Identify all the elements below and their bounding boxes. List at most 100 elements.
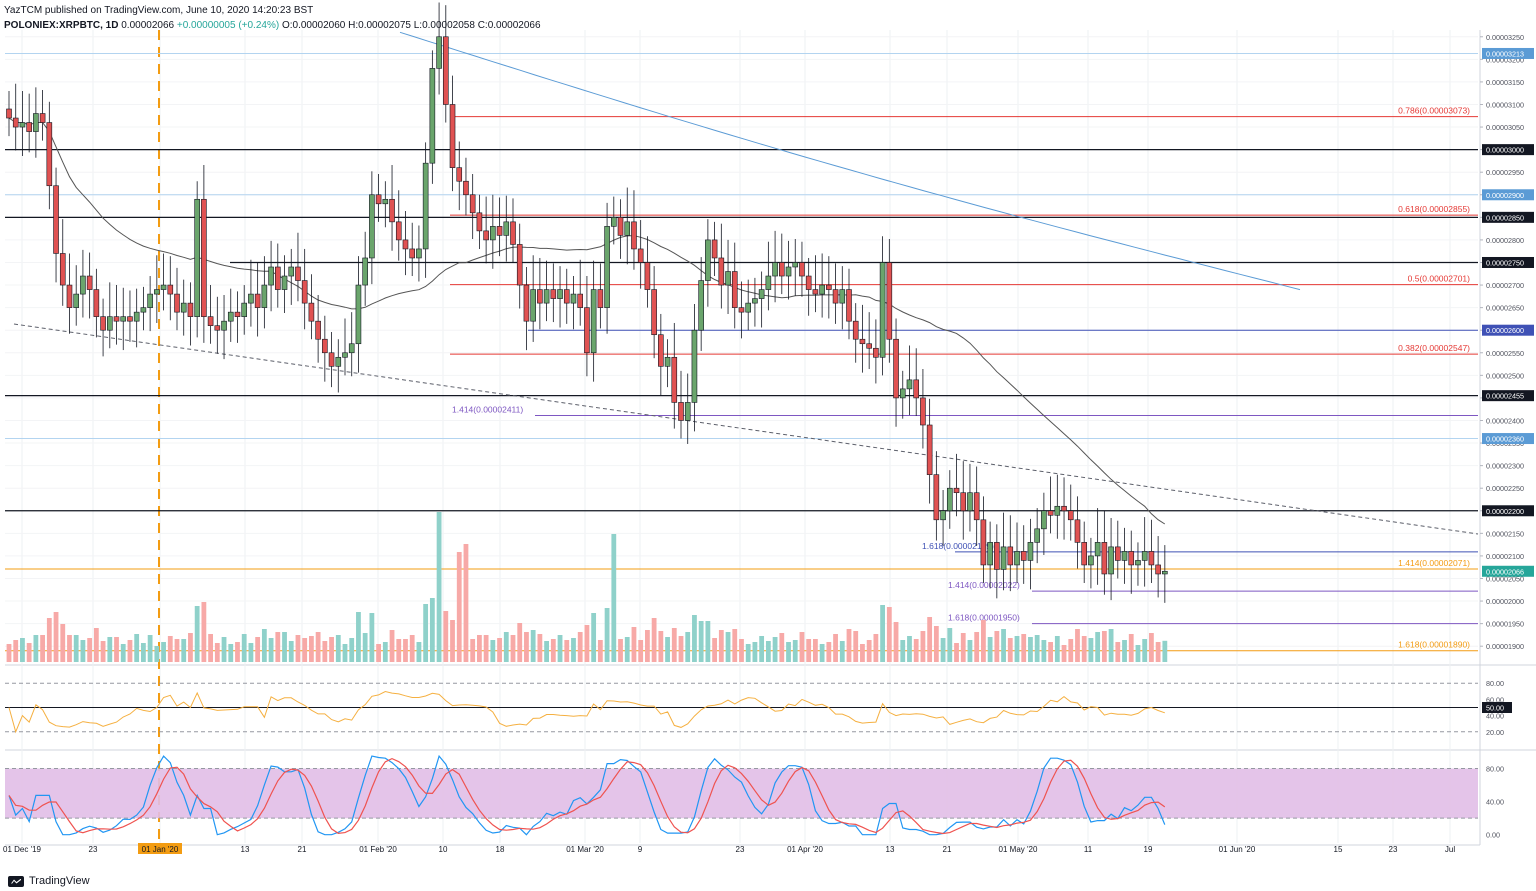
- price-axis-badge-label: 0.00002455: [1486, 392, 1524, 401]
- x-tick-label: 19: [1144, 845, 1153, 854]
- volume-bar: [1135, 645, 1141, 662]
- candle-body: [133, 311, 140, 322]
- x-tick-label: 11: [1084, 845, 1093, 854]
- candle-body: [516, 244, 523, 286]
- candle-body: [550, 289, 557, 299]
- candle-body: [19, 122, 26, 128]
- volume-bar: [819, 644, 825, 662]
- candle-body: [140, 307, 147, 313]
- volume-bars: [6, 512, 1168, 662]
- candle: [201, 164, 207, 343]
- candle: [490, 194, 496, 269]
- volume-bar: [436, 512, 442, 662]
- candle-body: [463, 180, 469, 196]
- price-axis-badge-label: 0.00002200: [1486, 507, 1524, 516]
- volume-bar: [1007, 638, 1013, 662]
- candle: [1115, 520, 1121, 579]
- price-axis-badge: [1482, 189, 1534, 201]
- volume-bar: [846, 629, 852, 662]
- candle-body: [826, 284, 832, 290]
- candle: [1047, 476, 1054, 534]
- candle-body: [778, 262, 785, 277]
- candle: [711, 221, 718, 277]
- candle: [826, 256, 832, 319]
- candle-body: [718, 257, 725, 286]
- y-tick-label: 0.00002300: [1486, 462, 1524, 471]
- volume-bar: [839, 641, 845, 662]
- candle: [873, 319, 879, 384]
- volume-bar: [1041, 640, 1047, 662]
- volume-bar: [1088, 638, 1094, 662]
- candle: [442, 5, 449, 123]
- candle-body: [496, 226, 503, 236]
- candle-body: [926, 424, 933, 475]
- candle: [207, 285, 214, 344]
- candle: [295, 232, 301, 302]
- volume-bar: [1081, 636, 1087, 662]
- volume-bar: [1122, 640, 1127, 662]
- volume-bar: [46, 618, 52, 662]
- y-tick-label: 0.00002950: [1486, 168, 1524, 177]
- candle-body: [1148, 551, 1155, 566]
- candle-body: [752, 298, 758, 304]
- volume-bar: [1028, 637, 1033, 662]
- candle: [221, 294, 227, 360]
- volume-bar: [813, 639, 818, 662]
- candle: [906, 345, 913, 416]
- volume-bar: [658, 631, 664, 662]
- candle: [19, 90, 26, 156]
- candle-body: [1027, 542, 1034, 561]
- y-tick-label: 0.00002050: [1486, 574, 1524, 583]
- volume-bar: [1075, 629, 1080, 662]
- candle-body: [1155, 564, 1161, 575]
- candle-body: [631, 221, 637, 250]
- candle-body: [799, 262, 805, 277]
- candle-body: [859, 338, 866, 345]
- candle-body: [422, 162, 429, 250]
- volume-bar: [362, 633, 368, 662]
- candle: [745, 279, 752, 331]
- candle-body: [819, 284, 825, 295]
- candle: [1054, 474, 1061, 539]
- candle-body: [738, 307, 745, 313]
- volume-bar: [765, 641, 771, 662]
- volume-bar: [900, 640, 906, 662]
- volume-bar: [940, 638, 946, 662]
- rsi-line: [8, 690, 1165, 734]
- volume-bar: [557, 635, 563, 662]
- volume-bar: [1115, 642, 1121, 662]
- volume-bar: [477, 635, 482, 662]
- volume-bar: [799, 632, 805, 662]
- volume-bar: [893, 622, 899, 662]
- candle: [651, 266, 657, 359]
- candle-body: [1128, 551, 1135, 566]
- candle: [765, 241, 772, 311]
- candle: [563, 268, 570, 324]
- volume-bar: [866, 640, 872, 662]
- tradingview-footer: TradingView: [8, 875, 90, 887]
- candle-body: [221, 320, 227, 331]
- volume-bar: [268, 638, 274, 662]
- volume-bar: [712, 638, 717, 662]
- rsi-badge: [1482, 702, 1512, 713]
- x-tick-label: 01 May '20: [999, 845, 1038, 854]
- candle: [617, 199, 624, 259]
- candle-body: [994, 542, 1000, 570]
- candle-body: [248, 293, 254, 304]
- candle-body: [772, 262, 778, 277]
- volume-bar: [597, 640, 603, 662]
- candle-body: [758, 289, 765, 299]
- candle: [510, 198, 516, 263]
- y-tick-label: 0.00002000: [1486, 597, 1524, 606]
- volume-bar: [87, 638, 93, 662]
- candle: [543, 260, 550, 322]
- x-tick-highlight: [138, 843, 182, 854]
- candle-body: [382, 198, 389, 205]
- candle: [241, 285, 247, 335]
- volume-bar: [544, 641, 549, 662]
- candle: [429, 50, 436, 184]
- volume-bar: [161, 642, 166, 662]
- candle: [913, 348, 920, 416]
- candle: [469, 174, 476, 240]
